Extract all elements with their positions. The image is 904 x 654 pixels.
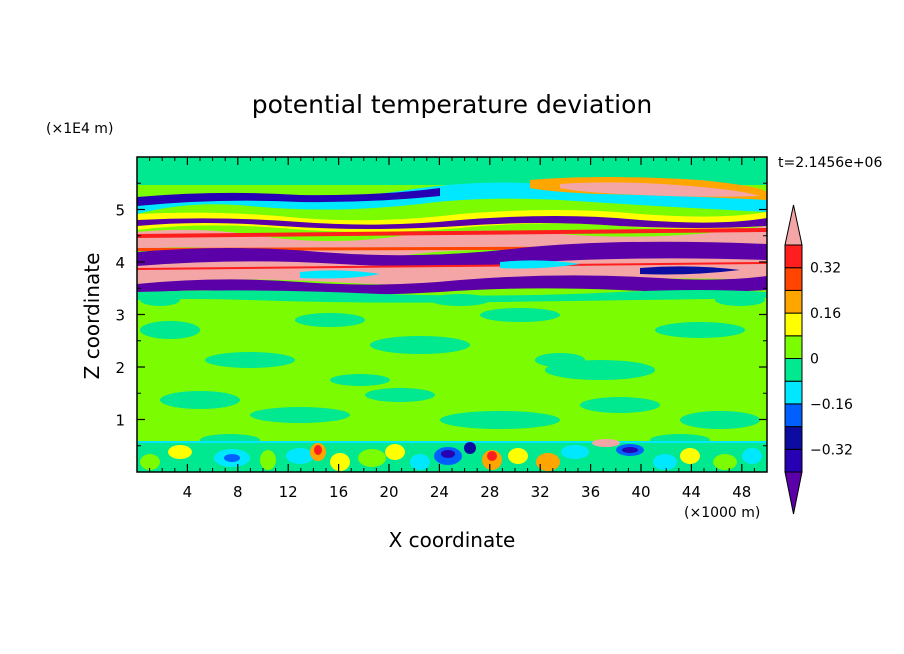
x-tick-label: 4 <box>183 483 193 501</box>
x-tick-label: 32 <box>531 483 550 501</box>
x-tick-label: 12 <box>279 483 298 501</box>
colorbar-label: 0 <box>810 352 819 368</box>
y-unit-label: (×1E4 m) <box>46 121 113 137</box>
colorbar-bin <box>784 244 803 269</box>
colorbar-bin <box>784 403 803 428</box>
time-label: t=2.1456e+06 <box>778 155 882 171</box>
colorbar-label: −0.32 <box>810 442 853 458</box>
x-unit-label: (×1000 m) <box>684 505 760 521</box>
colorbar-label: −0.16 <box>810 397 853 413</box>
x-tick-label: 48 <box>732 483 751 501</box>
x-tick-label: 36 <box>581 483 600 501</box>
y-tick-label: 5 <box>115 202 125 220</box>
chart-title: potential temperature deviation <box>252 90 652 119</box>
colorbar-extend-high <box>784 204 803 246</box>
x-tick-label: 44 <box>682 483 701 501</box>
plot-area <box>137 157 767 472</box>
colorbar-bin <box>784 358 803 382</box>
boundary-layer <box>137 439 767 472</box>
colorbar-bin <box>784 312 803 337</box>
x-axis-title: X coordinate <box>389 528 516 552</box>
x-axis: 4 8 12 16 20 24 28 32 36 40 44 48 <box>149 157 755 501</box>
x-tick-label: 28 <box>480 483 499 501</box>
colorbar: 0.32 0.16 0 −0.16 −0.32 <box>784 204 853 515</box>
colorbar-bin <box>784 289 803 314</box>
colorbar-bin <box>784 335 803 359</box>
colorbar-bin <box>784 380 803 405</box>
colorbar-bin <box>784 267 803 291</box>
colorbar-bin <box>784 426 803 450</box>
x-tick-label: 8 <box>233 483 243 501</box>
colorbar-label: 0.32 <box>810 261 841 277</box>
upper-layers <box>137 177 767 303</box>
y-axis: 1 2 3 4 5 <box>115 182 767 447</box>
x-tick-label: 20 <box>379 483 398 501</box>
y-tick-label: 4 <box>115 254 125 272</box>
y-tick-label: 1 <box>115 412 125 430</box>
x-tick-label: 40 <box>631 483 650 501</box>
colorbar-bin <box>784 448 803 473</box>
y-tick-label: 3 <box>115 307 125 325</box>
x-tick-label: 16 <box>329 483 348 501</box>
colorbar-extend-low <box>784 471 803 515</box>
colorbar-label: 0.16 <box>810 306 841 322</box>
x-tick-label: 24 <box>430 483 449 501</box>
y-axis-title: Z coordinate <box>80 253 104 380</box>
y-tick-label: 2 <box>115 359 125 377</box>
